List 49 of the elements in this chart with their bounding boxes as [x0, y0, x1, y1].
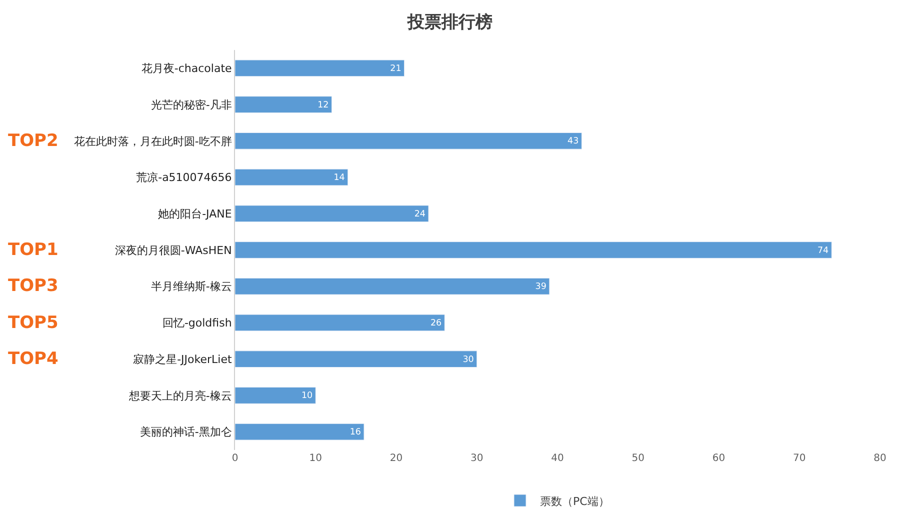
y-tick-label: 荒凉-a510074656 [136, 171, 232, 184]
bar [235, 132, 582, 150]
data-label: 10 [301, 391, 313, 402]
text: TOP5 [8, 313, 58, 333]
data-label: 43 [568, 136, 579, 147]
y-tick-label: 想要天上的月亮-橡云 [128, 389, 232, 402]
bar [235, 60, 405, 77]
text: TOP2 [8, 131, 58, 151]
y-tick-label: 她的阳台-JANE [158, 207, 232, 220]
data-label: 24 [414, 209, 426, 220]
bar [235, 423, 364, 440]
bar [235, 387, 316, 404]
x-tick-label: 0 [232, 453, 238, 464]
x-tick-label: 40 [551, 453, 564, 464]
text: TOP4 [8, 349, 59, 369]
data-label: 74 [817, 246, 830, 256]
y-tick-label: 半月维纳斯-橡云 [150, 280, 232, 294]
chart-title: 投票排行榜 [406, 12, 492, 33]
bar [235, 205, 429, 222]
x-tick-label: 80 [874, 453, 886, 464]
data-label: 30 [462, 354, 474, 365]
y-tick-label: 寂静之星-JJokerLiet [133, 352, 232, 366]
bar [235, 96, 332, 113]
text: TOP1 [8, 240, 58, 260]
bar [235, 350, 478, 368]
y-tick-label: 回忆-goldfish [162, 316, 232, 330]
x-tick-label: 10 [309, 453, 322, 464]
data-label: 21 [390, 64, 402, 74]
x-tick-label: 50 [632, 453, 644, 464]
data-label: 14 [334, 173, 346, 184]
y-tick-label: 美丽的神话-黑加仑 [140, 426, 232, 439]
x-tick-label: 30 [470, 453, 484, 464]
bar [235, 314, 445, 332]
y-tick-label: 花月夜-chacolate [141, 62, 232, 76]
data-label: 39 [535, 282, 546, 292]
bar [235, 278, 550, 295]
x-tick-label: 60 [712, 453, 726, 464]
text: TOP3 [8, 276, 58, 296]
y-tick-label: 深夜的月很圆-WAsHEN [114, 244, 232, 257]
bar [235, 242, 832, 258]
x-tick-label: 70 [793, 453, 806, 464]
legend-label: 票数（PC端） [540, 494, 610, 508]
data-label: 12 [318, 100, 329, 110]
data-label: 26 [430, 318, 442, 329]
x-tick-label: 20 [390, 453, 403, 464]
y-tick-label: 光芒的秘密-凡非 [150, 98, 232, 112]
y-tick-label: 花在此时落，月在此时圆-吃不胖 [74, 134, 232, 148]
bar [235, 168, 348, 186]
data-label: 16 [350, 428, 362, 438]
